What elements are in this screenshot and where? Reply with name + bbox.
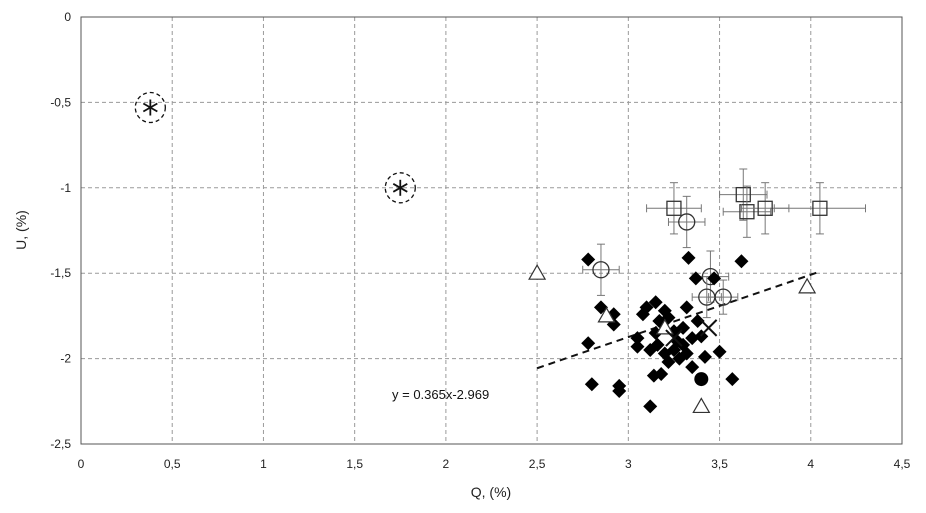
diamond-point — [630, 339, 645, 354]
diamond-point — [690, 314, 705, 329]
diamond-point — [584, 377, 599, 392]
x-axis-label: Q, (%) — [471, 484, 511, 500]
x-tick-label: 1 — [260, 457, 267, 471]
star-point — [142, 102, 158, 113]
diamond-point — [630, 331, 645, 346]
diamond-point — [650, 337, 665, 352]
diamond-point — [688, 271, 703, 286]
trendline — [536, 270, 821, 370]
open-square-point — [666, 200, 682, 216]
filled-circle-point — [694, 372, 709, 387]
diamond-point — [712, 344, 727, 359]
diamond-point — [685, 331, 700, 346]
open-triangle-point — [597, 306, 616, 323]
open-square-point — [812, 200, 828, 216]
series-open-triangle — [528, 263, 817, 414]
dashed-circle — [384, 172, 416, 204]
x-tick-label: 4 — [807, 457, 814, 471]
y-tick-label: 0 — [64, 10, 71, 24]
diamond-point — [725, 372, 740, 387]
x-tick-label: 0 — [78, 457, 85, 471]
diamond-point — [612, 384, 627, 399]
diamond-point — [654, 366, 669, 381]
open-circle-point — [592, 261, 610, 279]
diamond-point — [679, 300, 694, 315]
diamond-point — [707, 271, 722, 286]
diamond-point — [681, 250, 696, 265]
x-tick-label: 0,5 — [164, 457, 181, 471]
grid-lines — [81, 17, 902, 444]
diamond-point — [661, 355, 676, 370]
open-circle-point — [714, 288, 732, 306]
x-tick-label: 1,5 — [346, 457, 363, 471]
y-tick-label: -2,5 — [50, 437, 71, 451]
y-tick-label: -1 — [60, 181, 71, 195]
y-tick-labels: 0 -0,5 -1 -1,5 -2 -2,5 — [50, 10, 71, 451]
open-square-point — [739, 204, 755, 220]
diamond-point — [697, 349, 712, 364]
open-triangle-point — [528, 263, 547, 280]
series-open-square — [646, 168, 867, 238]
cross-point — [665, 329, 683, 347]
x-tick-label: 2 — [443, 457, 450, 471]
star-point — [392, 183, 408, 193]
y-axis-label: U, (%) — [13, 210, 29, 250]
x-tick-labels: 0 0,5 1 1,5 2 2,5 3 3,5 4 4,5 — [78, 457, 911, 471]
open-triangle-point — [692, 397, 711, 414]
trendline-equation: y = 0.365x-2.969 — [392, 387, 489, 402]
diamond-point — [679, 346, 694, 361]
open-circle-point — [678, 213, 696, 231]
series-filled-circle — [694, 372, 709, 387]
y-tick-label: -0,5 — [50, 95, 71, 109]
x-tick-label: 2,5 — [529, 457, 546, 471]
y-tick-label: -2 — [60, 352, 71, 366]
x-tick-label: 3,5 — [711, 457, 728, 471]
open-triangle-point — [655, 318, 674, 335]
diamond-point — [685, 360, 700, 375]
series-cross — [665, 319, 718, 347]
open-triangle-point — [798, 277, 817, 294]
diamond-point — [734, 254, 749, 269]
open-square-point — [735, 186, 751, 203]
diamond-point — [648, 295, 663, 310]
cross-point — [699, 319, 718, 337]
y-tick-label: -1,5 — [50, 266, 71, 280]
diamond-point — [581, 336, 596, 351]
diamond-point — [639, 300, 654, 315]
series-star-in-dashed-circle — [134, 91, 416, 204]
diamond-point — [581, 252, 596, 267]
series-filled-diamond — [581, 250, 749, 414]
dashed-circle — [134, 91, 166, 124]
x-tick-label: 4,5 — [894, 457, 911, 471]
open-square-point — [757, 200, 773, 216]
plot-frame — [80, 16, 903, 445]
x-tick-label: 3 — [625, 457, 632, 471]
diamond-point — [643, 399, 658, 414]
data-points — [134, 91, 867, 414]
